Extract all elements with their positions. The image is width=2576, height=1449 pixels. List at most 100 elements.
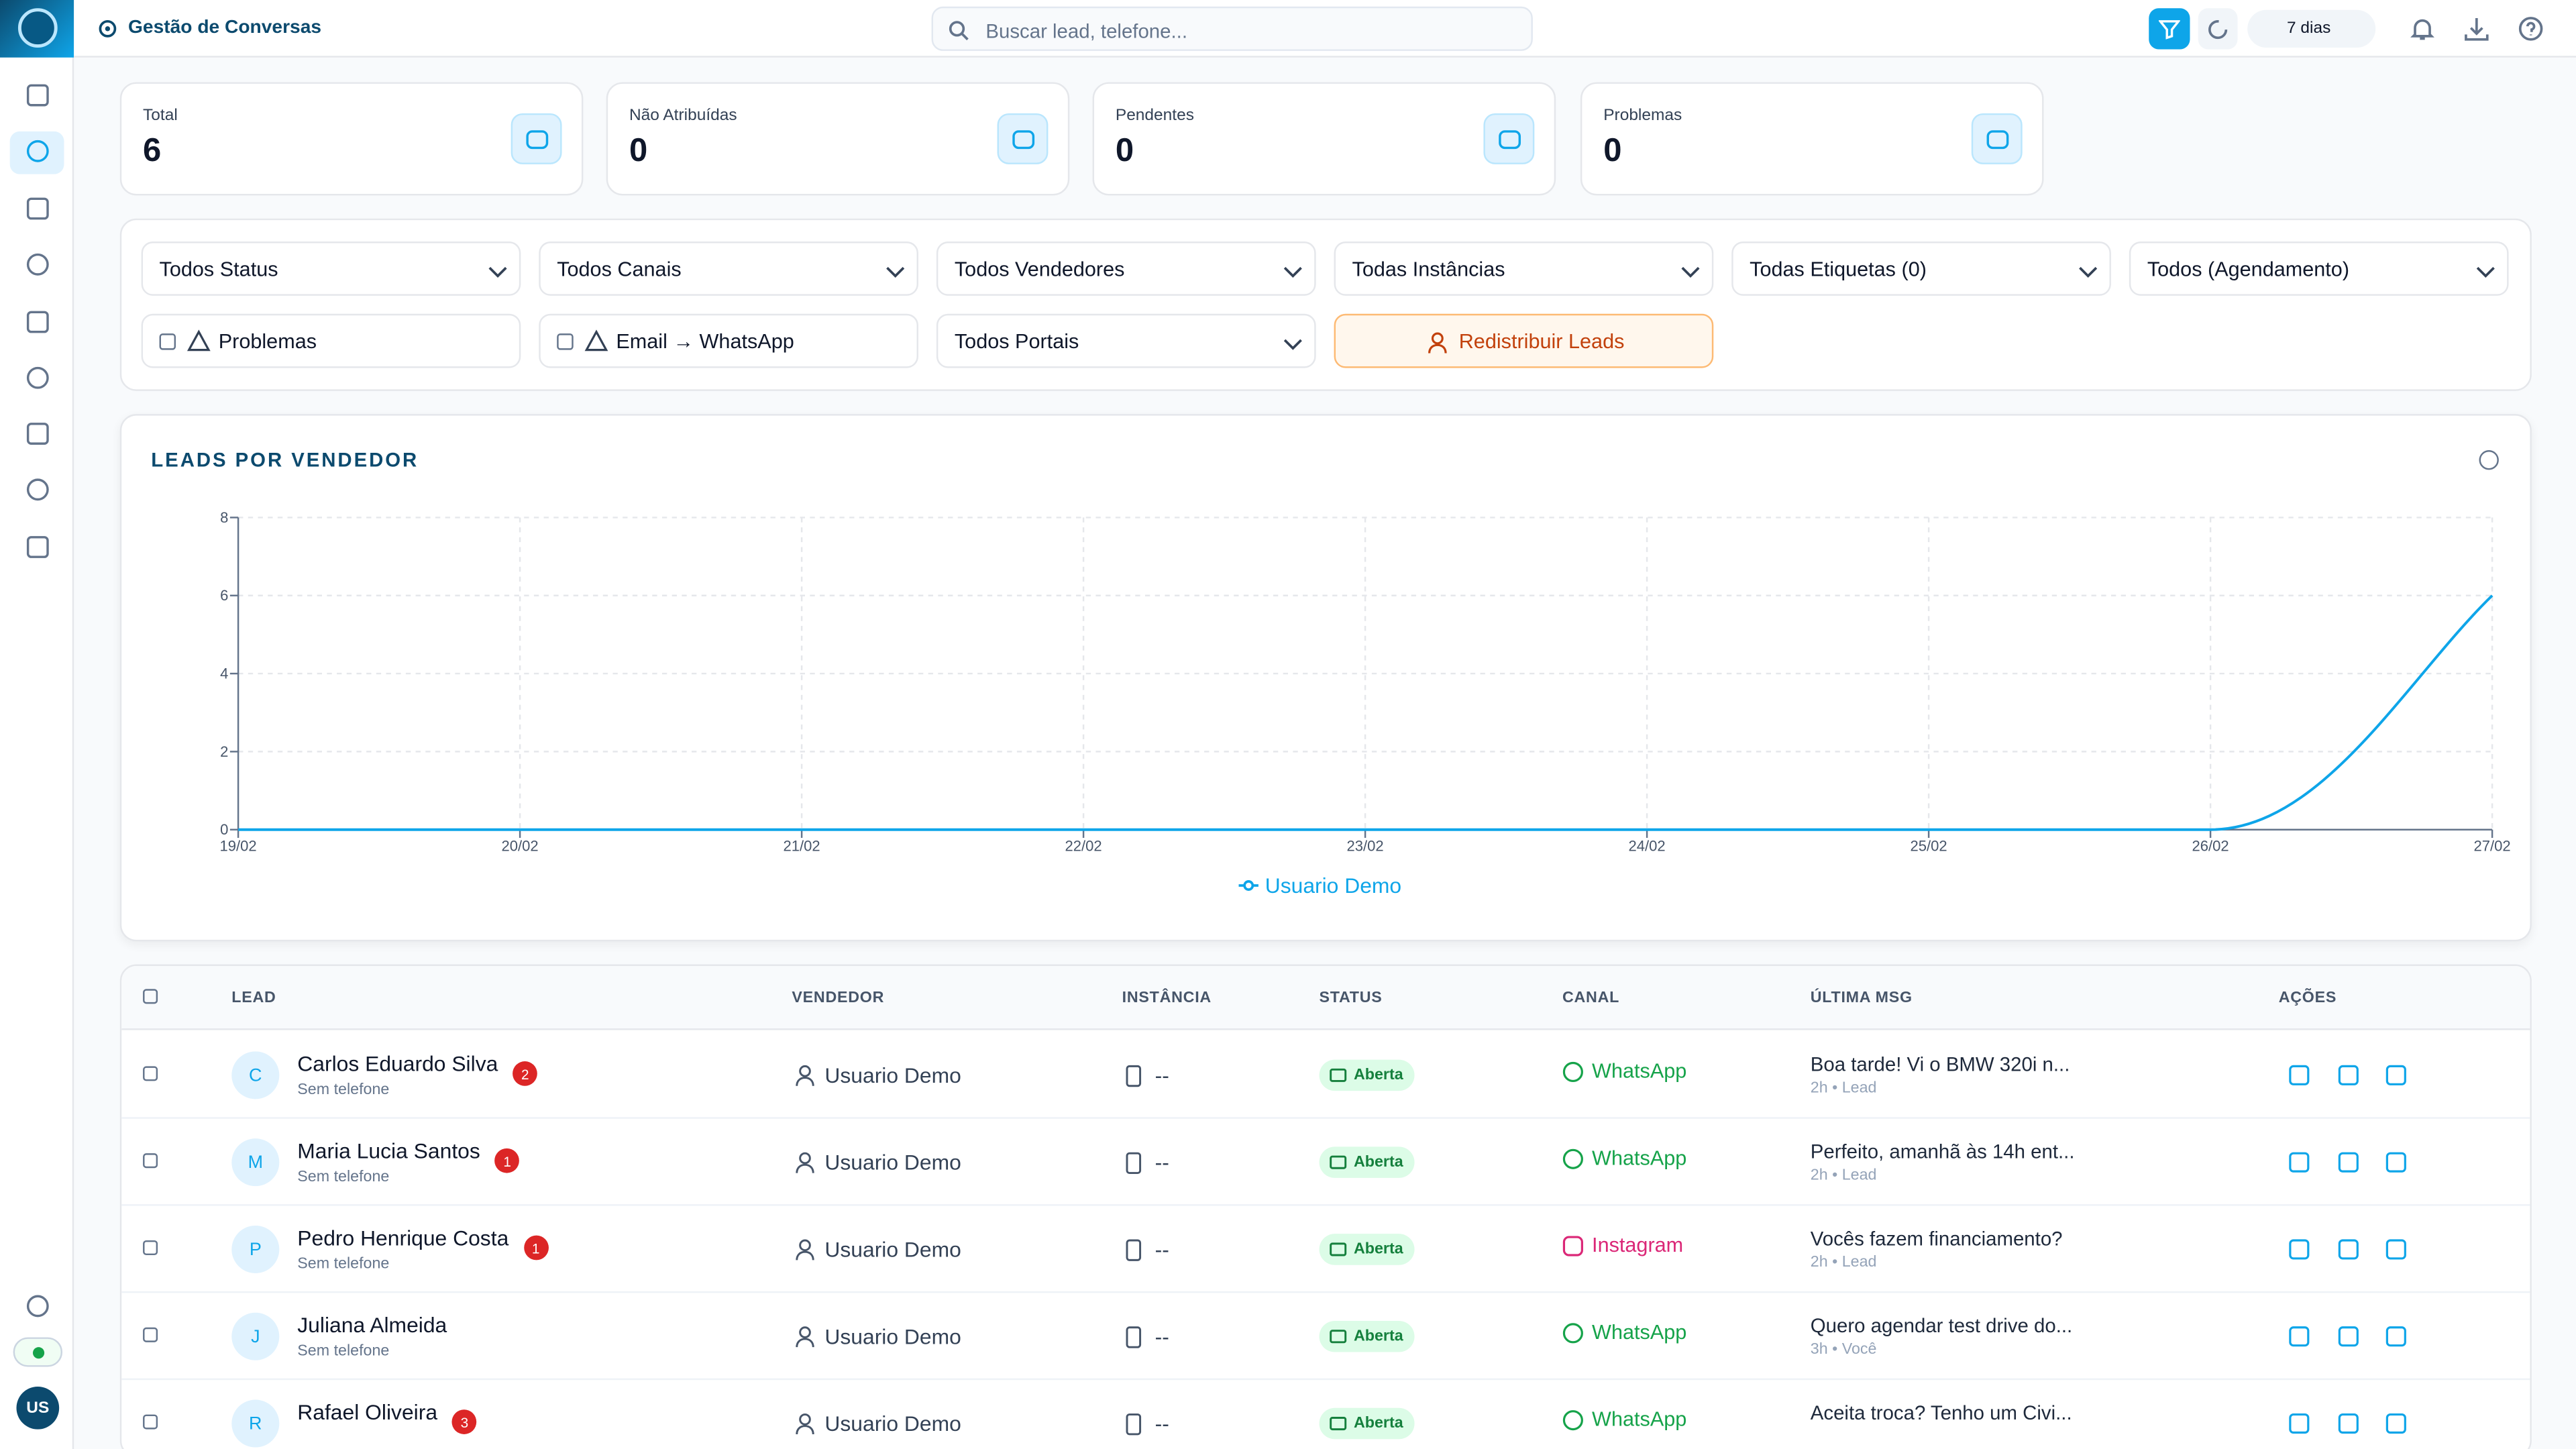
chat-icon	[1326, 1150, 1352, 1176]
user-icon	[792, 1150, 818, 1176]
filter-select[interactable]: Todos Status	[142, 241, 521, 296]
bell-icon[interactable]	[2410, 16, 2435, 41]
refresh-button[interactable]	[2198, 8, 2238, 49]
avatar: M	[231, 1138, 279, 1186]
lead-name[interactable]: Carlos Eduardo Silva	[297, 1051, 498, 1076]
select-label: Todos Status	[160, 258, 278, 280]
status-toggle[interactable]	[13, 1337, 62, 1366]
user-icon	[792, 1411, 818, 1438]
chat-icon	[1326, 1411, 1352, 1438]
channel: WhatsApp	[1592, 1408, 1686, 1431]
logo[interactable]	[0, 0, 74, 58]
stat-icon	[511, 113, 562, 164]
message-meta: 3h • Você	[1811, 1340, 1877, 1358]
stat-card: Não Atribuídas0	[606, 82, 1070, 195]
action-button[interactable]	[2383, 1237, 2410, 1263]
nav-icon[interactable]	[25, 534, 51, 560]
lead-phone: Sem telefone	[297, 1168, 389, 1186]
lead-name[interactable]: Rafael Oliveira	[297, 1400, 437, 1425]
lead-name[interactable]: Juliana Almeida	[297, 1313, 447, 1338]
stat-icon	[1483, 113, 1534, 164]
redistribute-button[interactable]: Redistribuir Leads	[1334, 314, 1714, 368]
x-tick-label: 19/02	[220, 838, 257, 855]
nav-icon[interactable]	[25, 252, 51, 278]
search-box[interactable]: Buscar lead, telefone...	[932, 7, 1533, 51]
nav-icon[interactable]	[25, 365, 51, 391]
filter-checkbox[interactable]: Problemas	[142, 314, 521, 368]
nav-icon[interactable]	[25, 138, 51, 164]
lead-name[interactable]: Pedro Henrique Costa	[297, 1226, 508, 1250]
message-meta: 2h • Lead	[1811, 1254, 1877, 1272]
action-button[interactable]	[2336, 1324, 2362, 1350]
avatar: C	[231, 1051, 279, 1099]
filter-select[interactable]: Todas Etiquetas (0)	[1731, 241, 2111, 296]
chevron	[2473, 258, 2499, 284]
channel: WhatsApp	[1592, 1060, 1686, 1083]
filter-select[interactable]: Todos Canais	[539, 241, 918, 296]
stat-card: Pendentes0	[1093, 82, 1556, 195]
checkbox[interactable]	[557, 333, 573, 350]
nav-icon[interactable]	[25, 195, 51, 221]
nav-icon[interactable]	[25, 82, 51, 108]
action-button[interactable]	[2336, 1150, 2362, 1176]
action-button[interactable]	[2336, 1411, 2362, 1438]
y-tick-label: 4	[220, 665, 228, 682]
action-button[interactable]	[2287, 1237, 2313, 1263]
avatar: P	[231, 1226, 279, 1273]
filter-select[interactable]: Todos (Agendamento)	[2129, 241, 2509, 296]
action-button[interactable]	[2383, 1411, 2410, 1438]
nav-icon[interactable]	[25, 1293, 51, 1319]
x-tick-label: 23/02	[1347, 838, 1384, 855]
unread-badge: 3	[452, 1409, 477, 1434]
checkbox[interactable]	[143, 1415, 158, 1430]
icon	[1984, 127, 2010, 153]
filter-select[interactable]: Todos Portais	[936, 314, 1316, 368]
checkbox[interactable]	[143, 1153, 158, 1168]
checkbox[interactable]	[143, 1328, 158, 1342]
select-label: Todos Portais	[955, 330, 1079, 353]
x-tick-label: 25/02	[1911, 838, 1947, 855]
help-icon[interactable]	[2518, 16, 2543, 41]
filter-button[interactable]	[2149, 8, 2190, 49]
action-button[interactable]	[2383, 1063, 2410, 1089]
last-message: Boa tarde! Vi o BMW 320i n...	[1811, 1053, 2070, 1076]
action-button[interactable]	[2336, 1237, 2362, 1263]
x-tick-label: 22/02	[1065, 838, 1102, 855]
checkbox[interactable]	[143, 1240, 158, 1255]
table-row: RRafael Oliveira3Usuario Demo--AbertaWha…	[121, 1380, 2532, 1449]
stat-value: 0	[1603, 133, 1621, 170]
action-button[interactable]	[2383, 1324, 2410, 1350]
channel: WhatsApp	[1592, 1321, 1686, 1344]
period-select[interactable]: 7 dias	[2247, 10, 2375, 48]
settings-icon	[97, 18, 118, 40]
column-header: INSTÂNCIA	[1122, 989, 1212, 1007]
checkbox[interactable]	[143, 989, 158, 1004]
download-icon[interactable]	[2464, 16, 2489, 41]
nav-icon[interactable]	[25, 421, 51, 447]
action-button[interactable]	[2287, 1324, 2313, 1350]
lead-name[interactable]: Maria Lucia Santos	[297, 1138, 480, 1163]
instance: --	[1155, 1237, 1169, 1262]
nav-icon[interactable]	[25, 476, 51, 502]
action-button[interactable]	[2287, 1063, 2313, 1089]
user-avatar[interactable]: US	[16, 1387, 59, 1430]
action-button[interactable]	[2383, 1150, 2410, 1176]
checkbox[interactable]	[160, 333, 176, 350]
filter-select[interactable]: Todos Vendedores	[936, 241, 1316, 296]
instance: --	[1155, 1150, 1169, 1175]
stat-value: 0	[1116, 133, 1134, 170]
checkbox[interactable]	[143, 1066, 158, 1081]
page-title: Gestão de Conversas	[128, 18, 321, 38]
action-button[interactable]	[2287, 1411, 2313, 1438]
filter-select[interactable]: Todas Instâncias	[1334, 241, 1714, 296]
action-button[interactable]	[2287, 1150, 2313, 1176]
filter-checkbox[interactable]: Email → WhatsApp	[539, 314, 918, 368]
checkbox-label: Email → WhatsApp	[616, 330, 794, 353]
x-tick-label: 26/02	[2192, 838, 2229, 855]
chat-icon	[1326, 1063, 1352, 1089]
action-button[interactable]	[2336, 1063, 2362, 1089]
help-icon	[2480, 451, 2498, 469]
chart-title: LEADS POR VENDEDOR	[151, 449, 419, 472]
nav-icon[interactable]	[25, 309, 51, 335]
